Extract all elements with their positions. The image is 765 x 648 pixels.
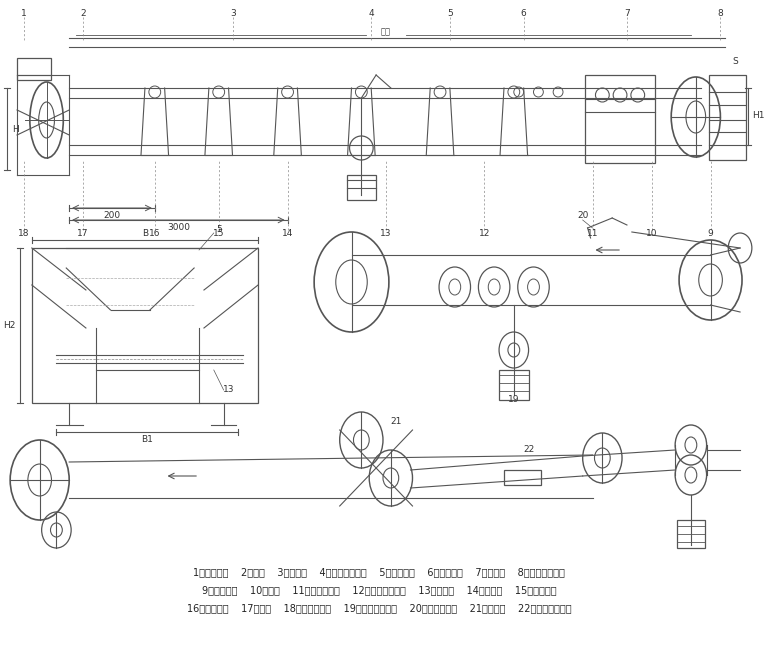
Bar bbox=[347, 175, 376, 200]
Bar bbox=[584, 75, 656, 163]
Text: 12: 12 bbox=[479, 229, 490, 238]
Text: 20: 20 bbox=[577, 211, 588, 220]
Text: 5: 5 bbox=[447, 10, 453, 19]
Text: 8: 8 bbox=[718, 10, 723, 19]
Text: 13: 13 bbox=[380, 229, 392, 238]
Text: 19: 19 bbox=[508, 395, 519, 404]
Text: 16、改向滚筒    17、头架    18、弹簧清扫器    19、垂直拉紧装置    20、犁式卸料器    21、卸料车    22、车式拉紧装置: 16、改向滚筒 17、头架 18、弹簧清扫器 19、垂直拉紧装置 20、犁式卸料… bbox=[187, 603, 571, 613]
Bar bbox=[677, 520, 705, 548]
Text: 5: 5 bbox=[216, 226, 222, 235]
Text: B1: B1 bbox=[141, 435, 153, 445]
Text: 16: 16 bbox=[149, 229, 161, 238]
Text: 17: 17 bbox=[77, 229, 89, 238]
Text: 机长: 机长 bbox=[381, 27, 391, 36]
Text: 3000: 3000 bbox=[167, 222, 190, 231]
Text: 6: 6 bbox=[521, 10, 526, 19]
Text: 10: 10 bbox=[646, 229, 657, 238]
Text: 14: 14 bbox=[282, 229, 293, 238]
Text: 21: 21 bbox=[390, 417, 402, 426]
Text: S: S bbox=[732, 58, 738, 67]
Text: 4: 4 bbox=[369, 10, 374, 19]
Bar bbox=[499, 370, 529, 400]
Text: 1、传动滚筒    2、头罩    3、输送带    4、槽形调心托辊    5、槽形托辊    6、缓冲托辊    7、导料槽    8、螺旋拉紧装置: 1、传动滚筒 2、头罩 3、输送带 4、槽形调心托辊 5、槽形托辊 6、缓冲托辊… bbox=[193, 567, 565, 577]
Bar bbox=[17, 58, 51, 80]
Text: 2: 2 bbox=[80, 10, 86, 19]
Text: 1: 1 bbox=[21, 10, 27, 19]
Text: 11: 11 bbox=[587, 229, 598, 238]
Bar bbox=[32, 248, 258, 403]
Bar bbox=[504, 470, 542, 485]
Text: H1: H1 bbox=[752, 111, 764, 121]
Text: 3: 3 bbox=[230, 10, 236, 19]
Text: 13: 13 bbox=[223, 386, 234, 395]
Text: 9、改向滚筒    10、尾架    11、空段清扫器    12、下平调心托辊    13、下托辊    14、中间架    15、中间支腿: 9、改向滚筒 10、尾架 11、空段清扫器 12、下平调心托辊 13、下托辊 1… bbox=[202, 585, 556, 595]
Text: 18: 18 bbox=[18, 229, 30, 238]
Text: B: B bbox=[142, 229, 148, 238]
Text: 7: 7 bbox=[624, 10, 630, 19]
Text: 9: 9 bbox=[708, 229, 714, 238]
Text: 200: 200 bbox=[103, 211, 120, 220]
Text: H: H bbox=[12, 124, 19, 133]
Text: 22: 22 bbox=[523, 446, 534, 454]
Text: 15: 15 bbox=[213, 229, 224, 238]
Bar bbox=[708, 75, 746, 160]
Text: H2: H2 bbox=[3, 321, 15, 329]
